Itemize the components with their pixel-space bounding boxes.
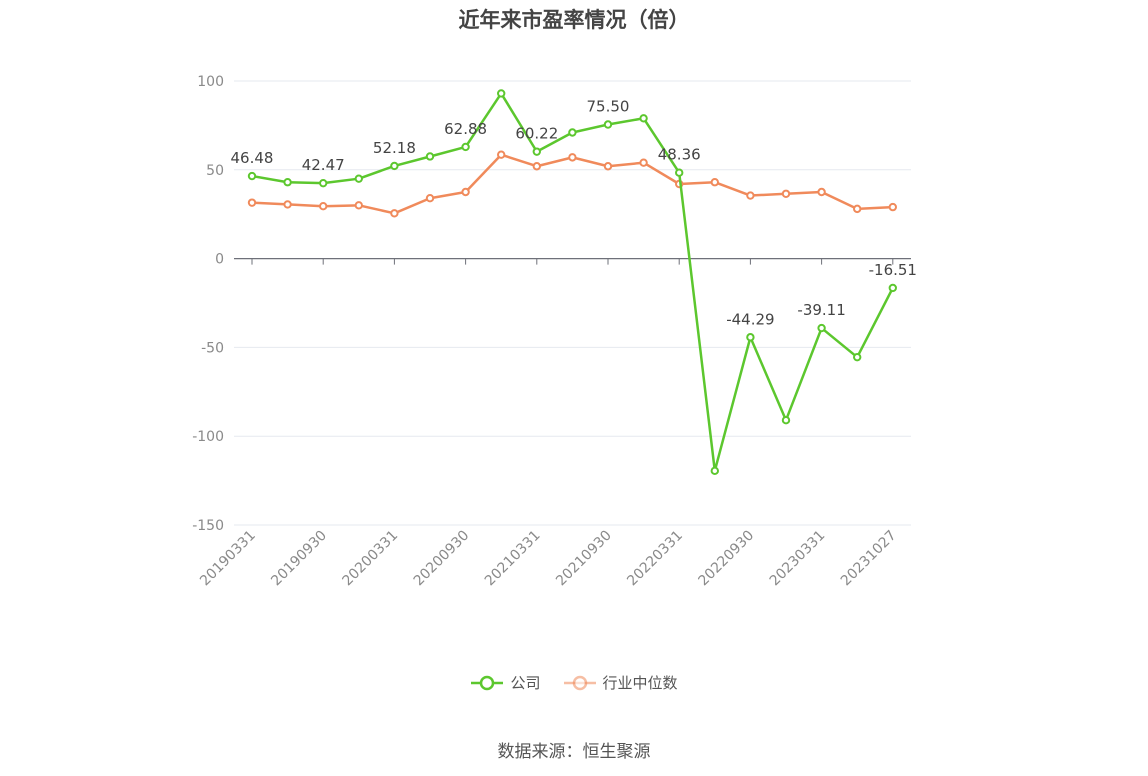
company-data-label: 52.18 <box>373 139 416 157</box>
company-data-point[interactable] <box>710 466 719 476</box>
company-data-label: -44.29 <box>726 310 774 328</box>
company-data-point[interactable] <box>853 352 862 362</box>
chart-title: 近年来市盈率情况（倍） <box>458 8 690 32</box>
grid-layer <box>234 80 911 526</box>
x-tick-label: 20190331 <box>197 528 259 590</box>
y-tick-label: -50 <box>201 340 224 356</box>
data-label-layer: 46.48 42.47 52.18 62.88 60.22 75.50 48.36 -44.2… <box>231 98 917 329</box>
x-tick-label: 20200930 <box>411 528 473 590</box>
source-note: 数据来源：恒生聚源 <box>497 742 651 762</box>
industry-data-point[interactable] <box>461 187 470 197</box>
x-tick-label: 20200331 <box>340 528 402 590</box>
company-data-label: -16.51 <box>869 261 917 279</box>
industry-series-line <box>251 153 893 215</box>
industry-data-point[interactable] <box>354 201 363 210</box>
industry-data-point[interactable] <box>710 178 719 187</box>
company-data-point[interactable] <box>888 283 897 293</box>
x-tick-label: 20190930 <box>268 528 330 590</box>
company-data-point[interactable] <box>603 120 613 129</box>
company-data-point[interactable] <box>817 323 826 333</box>
x-tick-label: 20220331 <box>624 528 686 590</box>
industry-data-point[interactable] <box>390 209 399 218</box>
company-series-line <box>251 92 894 473</box>
industry-data-point[interactable] <box>888 202 897 212</box>
y-tick-label: 0 <box>215 252 224 268</box>
company-data-point[interactable] <box>390 161 399 171</box>
x-tick-label: 20210331 <box>482 528 544 590</box>
legend-label-company: 公司 <box>510 674 541 692</box>
series-layer <box>247 89 897 476</box>
x-tick-label: 20231027 <box>838 528 900 590</box>
industry-data-point[interactable] <box>497 150 506 159</box>
company-data-point[interactable] <box>746 333 755 342</box>
company-data-point[interactable] <box>247 171 257 181</box>
company-legend-icon <box>471 675 504 690</box>
industry-data-point[interactable] <box>853 204 862 214</box>
company-data-label: 46.48 <box>231 149 274 167</box>
x-tick-label: 20220930 <box>696 528 758 590</box>
company-data-point[interactable] <box>425 152 435 161</box>
industry-data-point[interactable] <box>781 189 791 198</box>
industry-data-point[interactable] <box>425 194 435 203</box>
company-data-point[interactable] <box>675 168 684 177</box>
company-data-point[interactable] <box>497 89 506 98</box>
company-data-point[interactable] <box>639 114 648 123</box>
company-data-point[interactable] <box>568 128 577 137</box>
y-tick-label: -150 <box>192 518 224 534</box>
industry-data-point[interactable] <box>603 162 613 171</box>
x-tick-label: 20230331 <box>767 528 829 590</box>
industry-data-point[interactable] <box>639 158 648 167</box>
company-data-point[interactable] <box>532 147 541 156</box>
company-data-point[interactable] <box>461 142 470 152</box>
company-data-label: 48.36 <box>658 146 701 164</box>
legend-item-industry[interactable]: 行业中位数 <box>563 672 678 693</box>
company-data-point[interactable] <box>283 178 292 187</box>
industry-data-point[interactable] <box>568 153 577 162</box>
legend-label-industry: 行业中位数 <box>602 674 678 692</box>
industry-data-point[interactable] <box>319 202 328 211</box>
company-data-label: 75.50 <box>587 98 630 116</box>
legend-item-company[interactable]: 公司 <box>470 672 541 693</box>
company-data-label: 42.47 <box>302 156 345 174</box>
company-data-point[interactable] <box>781 416 791 425</box>
y-tick-label: -100 <box>192 429 224 445</box>
industry-data-point[interactable] <box>283 200 292 209</box>
y-tick-label: 100 <box>197 74 224 90</box>
legend: 公司 行业中位数 <box>0 672 1148 693</box>
x-tick-label: 20210930 <box>553 528 615 590</box>
industry-data-point[interactable] <box>532 162 541 171</box>
company-data-label: 62.88 <box>444 120 487 138</box>
industry-data-point[interactable] <box>746 191 755 200</box>
company-data-label: -39.11 <box>797 301 845 319</box>
industry-legend-icon <box>563 675 596 690</box>
company-data-point[interactable] <box>354 174 363 183</box>
industry-data-point[interactable] <box>817 187 826 197</box>
industry-data-point[interactable] <box>247 198 257 207</box>
company-data-label: 60.22 <box>515 125 558 143</box>
y-tick-label: 50 <box>206 163 224 179</box>
company-data-point[interactable] <box>319 178 328 188</box>
